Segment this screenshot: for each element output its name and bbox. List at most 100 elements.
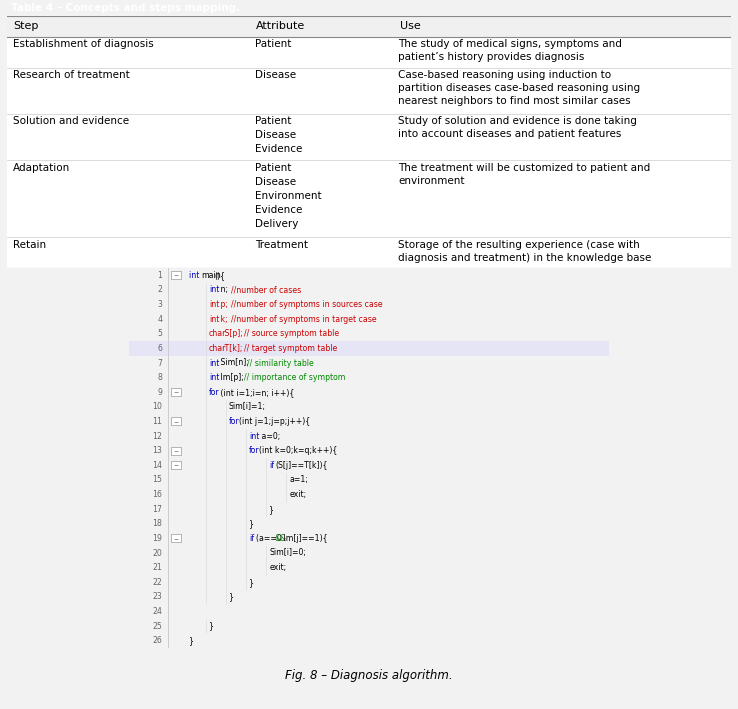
Text: a=1;: a=1; <box>289 476 308 484</box>
Text: T[k];: T[k]; <box>221 344 244 353</box>
Text: Solution and evidence: Solution and evidence <box>13 116 129 126</box>
Text: if: if <box>269 461 275 470</box>
Text: Patient
Disease
Environment
Evidence
Delivery: Patient Disease Environment Evidence Del… <box>255 162 322 228</box>
Text: 17: 17 <box>152 505 162 513</box>
Text: }: } <box>209 622 214 630</box>
Text: Study of solution and evidence is done taking
into account diseases and patient : Study of solution and evidence is done t… <box>398 116 637 140</box>
Bar <box>7 160 731 237</box>
Text: Use: Use <box>400 21 421 31</box>
Text: int: int <box>209 300 219 309</box>
Text: Research of treatment: Research of treatment <box>13 70 130 80</box>
Text: &&: && <box>275 534 287 543</box>
Text: 16: 16 <box>152 490 162 499</box>
Text: a=0;: a=0; <box>259 432 280 440</box>
Text: exit;: exit; <box>269 563 286 572</box>
Text: //number of symptoms in sources case: //number of symptoms in sources case <box>231 300 383 309</box>
Text: 9: 9 <box>157 388 162 397</box>
Bar <box>171 447 182 454</box>
Bar <box>7 16 731 37</box>
Text: 20: 20 <box>153 549 162 557</box>
Text: Patient
Disease
Evidence: Patient Disease Evidence <box>255 116 303 155</box>
Text: 12: 12 <box>152 432 162 440</box>
Bar <box>171 418 182 425</box>
Text: 13: 13 <box>152 446 162 455</box>
Text: 4: 4 <box>157 315 162 323</box>
Bar <box>171 535 182 542</box>
Text: int: int <box>209 359 219 367</box>
Text: −: − <box>173 448 179 453</box>
Text: int: int <box>209 373 219 382</box>
Text: // source symptom table: // source symptom table <box>244 329 339 338</box>
Text: }: } <box>249 519 254 528</box>
Text: 22: 22 <box>153 578 162 587</box>
Text: 2: 2 <box>157 286 162 294</box>
Text: }: } <box>249 578 254 587</box>
Text: 8: 8 <box>157 373 162 382</box>
Text: Storage of the resulting experience (case with
diagnosis and treatment) in the k: Storage of the resulting experience (cas… <box>398 240 652 263</box>
Text: //number of symptoms in target case: //number of symptoms in target case <box>231 315 377 323</box>
Text: Im[p];: Im[p]; <box>218 373 246 382</box>
Text: for: for <box>249 446 260 455</box>
Text: Establishment of diagnosis: Establishment of diagnosis <box>13 39 154 49</box>
Text: 14: 14 <box>152 461 162 470</box>
Text: Attribute: Attribute <box>255 21 305 31</box>
Text: Im[j]==1){: Im[j]==1){ <box>281 534 328 543</box>
Text: −: − <box>173 273 179 278</box>
Text: 18: 18 <box>152 519 162 528</box>
Text: }: } <box>189 636 193 645</box>
Text: Step: Step <box>13 21 38 31</box>
Text: Sim[i]=0;: Sim[i]=0; <box>269 549 306 557</box>
Text: −: − <box>173 390 179 395</box>
Bar <box>7 37 731 67</box>
Text: Sim[i]=1;: Sim[i]=1; <box>229 402 266 411</box>
Text: // target symptom table: // target symptom table <box>244 344 337 353</box>
Text: −: − <box>173 419 179 424</box>
Text: main: main <box>201 271 221 280</box>
Text: 19: 19 <box>152 534 162 543</box>
Bar <box>171 389 182 396</box>
Text: 3: 3 <box>157 300 162 309</box>
Text: int: int <box>209 315 219 323</box>
Text: n;: n; <box>218 286 231 294</box>
Text: (){: (){ <box>214 271 225 280</box>
Text: 5: 5 <box>157 329 162 338</box>
Text: 7: 7 <box>157 359 162 367</box>
Text: int: int <box>249 432 260 440</box>
Text: 1: 1 <box>157 271 162 280</box>
Text: Sim[n];: Sim[n]; <box>218 359 252 367</box>
Text: Case-based reasoning using induction to
partition diseases case-based reasoning : Case-based reasoning using induction to … <box>398 70 640 106</box>
Text: char: char <box>209 329 226 338</box>
Text: int: int <box>209 286 219 294</box>
Text: exit;: exit; <box>289 490 306 499</box>
Text: for: for <box>229 417 240 426</box>
Text: char: char <box>209 344 226 353</box>
Text: (int j=1;j=p;j++){: (int j=1;j=p;j++){ <box>238 417 310 426</box>
Text: (int i=1;i=n; i++){: (int i=1;i=n; i++){ <box>218 388 294 397</box>
Text: −: − <box>173 463 179 468</box>
Text: The treatment will be customized to patient and
environment: The treatment will be customized to pati… <box>398 162 650 186</box>
Text: Adaptation: Adaptation <box>13 162 70 172</box>
Text: }: } <box>269 505 275 513</box>
Text: if: if <box>249 534 254 543</box>
Text: }: } <box>229 592 234 601</box>
Text: // importance of symptom: // importance of symptom <box>244 373 345 382</box>
Text: 15: 15 <box>152 476 162 484</box>
Text: 26: 26 <box>153 636 162 645</box>
Bar <box>129 341 609 356</box>
Text: The study of medical signs, symptoms and
patient’s history provides diagnosis: The study of medical signs, symptoms and… <box>398 39 622 62</box>
Text: Treatment: Treatment <box>255 240 308 250</box>
Text: 10: 10 <box>152 402 162 411</box>
Text: int: int <box>189 271 201 280</box>
Text: 21: 21 <box>152 563 162 572</box>
Text: Fig. 8 – Diagnosis algorithm.: Fig. 8 – Diagnosis algorithm. <box>285 669 453 682</box>
Text: for: for <box>209 388 219 397</box>
Text: k;: k; <box>218 315 230 323</box>
Text: Table 4 – Concepts and steps mapping.: Table 4 – Concepts and steps mapping. <box>11 3 240 13</box>
Text: (S[j]==T[k]){: (S[j]==T[k]){ <box>276 461 328 470</box>
Text: 6: 6 <box>157 344 162 353</box>
Text: (a==0: (a==0 <box>255 534 283 543</box>
Text: Patient: Patient <box>255 39 292 49</box>
Text: Retain: Retain <box>13 240 46 250</box>
Text: 11: 11 <box>152 417 162 426</box>
Bar <box>7 67 731 113</box>
